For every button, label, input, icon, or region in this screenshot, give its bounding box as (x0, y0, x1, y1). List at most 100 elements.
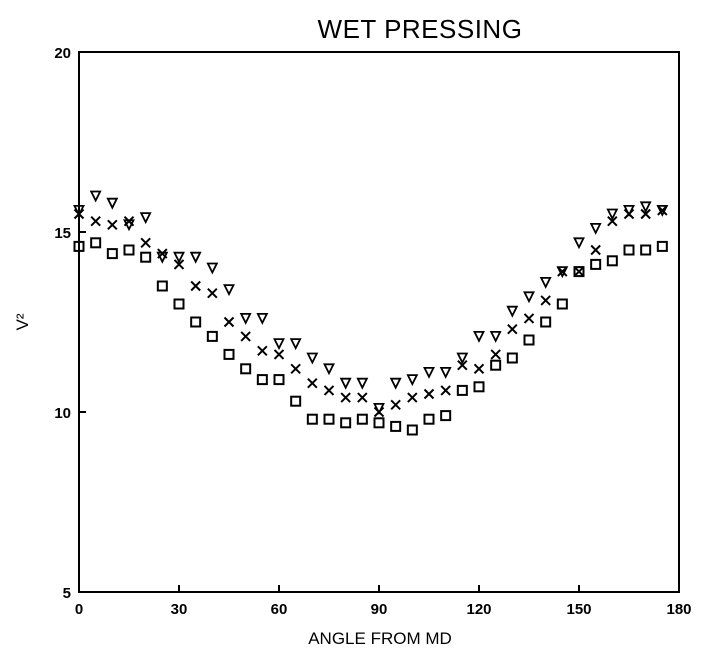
data-point-square (573, 266, 585, 278)
data-point-triangle-down (389, 377, 402, 390)
x-tick-label: 30 (171, 601, 188, 618)
data-point-square (556, 298, 568, 310)
data-point-triangle-down (439, 366, 452, 379)
data-point-square (140, 251, 152, 263)
data-point-x (257, 345, 268, 357)
plot-area (78, 51, 680, 593)
data-point-x (357, 392, 368, 403)
data-point-square (306, 413, 318, 425)
data-point-triangle-down (89, 190, 102, 203)
x-axis-label: ANGLE FROM MD (308, 629, 452, 648)
x-tick-label: 0 (75, 601, 83, 618)
data-point-triangle-down (489, 330, 502, 343)
data-point-x (440, 385, 451, 396)
data-point-triangle-down (206, 262, 219, 275)
data-point-square (440, 410, 452, 422)
data-point-triangle-down (189, 251, 202, 264)
data-point-triangle-down (323, 363, 335, 376)
data-point-triangle-down (173, 251, 185, 264)
data-point-square (190, 316, 202, 328)
data-point-x (407, 392, 418, 403)
data-point-triangle-down (589, 222, 602, 235)
series-triangle-down (73, 190, 669, 415)
data-point-triangle-down (223, 284, 235, 297)
data-point-triangle-down (239, 312, 252, 325)
data-point-x (190, 280, 201, 292)
data-point-x (90, 215, 101, 227)
data-point-square (223, 348, 235, 360)
y-tick-label: 10 (54, 405, 71, 422)
data-point-x (107, 219, 118, 231)
tick-labels: 0 30 60 90 120 150 180 5 10 15 20 (54, 45, 691, 618)
data-point-square (590, 258, 602, 270)
data-point-x (73, 208, 85, 220)
data-point-triangle-down (256, 312, 269, 325)
data-point-x (473, 363, 485, 375)
data-point-x (290, 363, 301, 375)
x-tick-label: 90 (371, 601, 388, 618)
data-point-triangle-down (106, 197, 119, 210)
chart-title: WET PRESSING (318, 14, 523, 44)
data-point-x (307, 377, 318, 389)
data-point-square (406, 424, 418, 436)
data-point-x (590, 244, 601, 256)
data-point-square (623, 244, 635, 256)
data-point-x (373, 406, 385, 418)
data-point-square (506, 352, 518, 364)
data-point-triangle-down (473, 330, 485, 343)
data-point-square (156, 280, 168, 292)
data-point-triangle-down (423, 366, 435, 379)
data-points (73, 190, 669, 436)
data-point-x (323, 385, 335, 396)
data-point-x (523, 313, 535, 324)
data-point-x (340, 392, 351, 403)
y-tick-label: 20 (54, 45, 71, 62)
data-point-triangle-down (656, 204, 669, 217)
data-point-square (206, 330, 218, 342)
data-point-square (473, 381, 485, 393)
data-point-triangle-down (456, 352, 469, 365)
data-point-square (73, 240, 85, 252)
data-point-x (557, 266, 568, 277)
data-point-square (540, 316, 552, 328)
data-point-square (273, 374, 285, 386)
data-point-x (390, 399, 401, 411)
data-point-square (256, 374, 268, 386)
data-point-x (457, 359, 468, 371)
data-point-triangle-down (556, 266, 569, 279)
data-point-square (640, 244, 652, 256)
x-tick-label: 180 (666, 601, 691, 618)
data-point-x (223, 316, 235, 328)
data-point-square (356, 413, 368, 425)
data-point-square (106, 248, 118, 260)
data-point-triangle-down (523, 291, 535, 304)
axis-ticks (78, 51, 680, 593)
data-point-triangle-down (539, 276, 552, 289)
data-point-triangle-down (406, 374, 419, 387)
data-point-square (456, 384, 468, 396)
data-point-triangle-down (639, 201, 652, 214)
data-point-square (656, 240, 668, 252)
data-point-triangle-down (606, 208, 619, 221)
data-point-triangle-down (573, 237, 585, 250)
data-point-triangle-down (139, 212, 152, 225)
data-point-x (573, 266, 585, 277)
data-point-x (540, 295, 551, 306)
data-point-x (273, 349, 285, 360)
data-point-square (290, 395, 302, 407)
data-point-x (123, 215, 135, 227)
data-point-square (523, 334, 535, 346)
data-point-square (490, 359, 502, 371)
data-point-x (507, 323, 518, 335)
data-point-square (373, 417, 385, 429)
data-point-triangle-down (306, 352, 319, 365)
data-point-x (240, 331, 251, 342)
x-tick-label: 60 (271, 601, 288, 618)
data-point-square (173, 298, 185, 310)
series-square (73, 237, 668, 436)
series-x (73, 205, 668, 418)
data-point-x (157, 248, 168, 259)
data-point-x (140, 237, 151, 249)
y-axis-label: V² (13, 313, 32, 330)
